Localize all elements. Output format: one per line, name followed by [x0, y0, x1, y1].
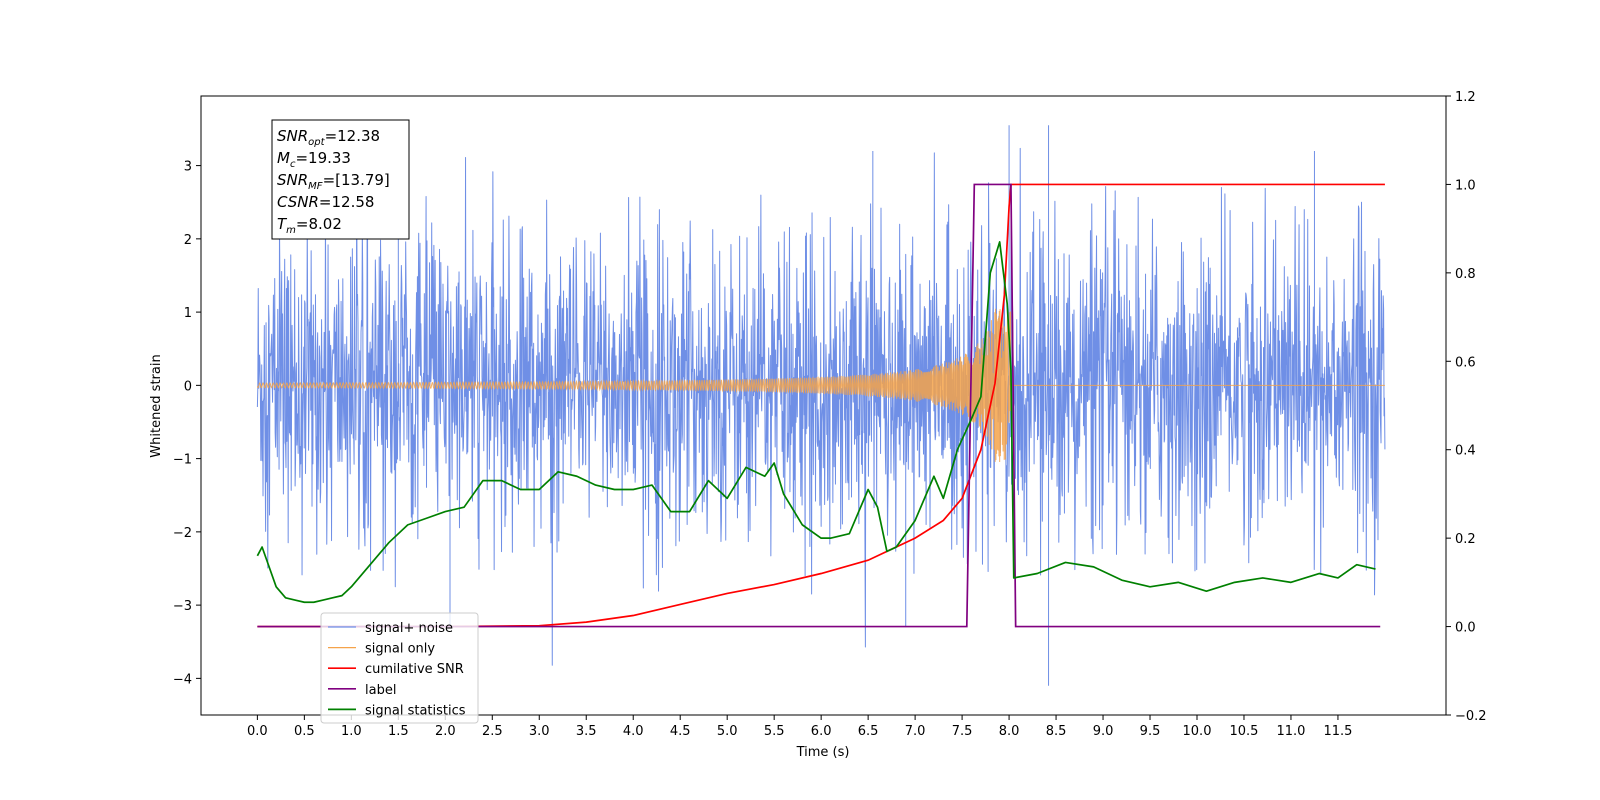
x-tick-label: 10.0 — [1183, 724, 1212, 739]
x-tick-label: 4.0 — [623, 724, 644, 739]
x-tick-label: 5.0 — [717, 724, 738, 739]
x-tick-label: 6.0 — [811, 724, 832, 739]
x-tick-label: 10.5 — [1230, 724, 1259, 739]
y2-tick-label: 0.6 — [1455, 355, 1476, 370]
y-tick-label: 2 — [184, 233, 192, 248]
stats-line: CSNR=12.58 — [277, 193, 374, 211]
x-axis-label: Time (s) — [796, 745, 850, 760]
y-tick-label: 1 — [184, 306, 192, 321]
y-axis-left: −4 −3 −2 −1 0 1 2 3 — [173, 160, 201, 687]
stats-line: SNRopt=12.38 — [277, 127, 380, 148]
series-cumulative-snr-line — [257, 183, 1385, 628]
legend: signal+ noise signal only cumilative SNR la… — [320, 612, 479, 724]
x-tick-label: 9.5 — [1140, 724, 1161, 739]
series-signal-only-line — [256, 308, 1385, 463]
y2-tick-label: 0.8 — [1455, 267, 1476, 282]
series-label-line — [257, 183, 1381, 628]
y-axis-label: Whitened strain — [149, 354, 164, 457]
x-tick-label: 11.0 — [1276, 724, 1305, 739]
x-tick-label: 6.5 — [858, 724, 879, 739]
x-tick-label: 7.0 — [905, 724, 926, 739]
legend-label: signal only — [365, 642, 435, 657]
plot-area — [256, 125, 1386, 686]
x-tick-label: 9.0 — [1093, 724, 1114, 739]
x-tick-label: 11.5 — [1323, 724, 1352, 739]
stats-box: SNRopt=12.38Mc=19.33SNRMF=[13.79]CSNR=12… — [271, 119, 410, 240]
stats-line: Mc=19.33 — [277, 149, 351, 170]
x-tick-label: 1.5 — [388, 724, 409, 739]
legend-label: signal+ noise — [365, 621, 453, 636]
x-tick-label: 3.5 — [576, 724, 597, 739]
y-tick-label: 0 — [184, 379, 192, 394]
y2-tick-label: 1.2 — [1455, 90, 1476, 105]
stats-line: SNRMF=[13.79] — [277, 171, 390, 192]
x-tick-label: 4.5 — [670, 724, 691, 739]
stats-box-frame — [271, 119, 410, 240]
y2-tick-label: 0.2 — [1455, 532, 1476, 547]
series-signal-statistics-line — [256, 241, 1376, 604]
x-tick-label: 8.0 — [999, 724, 1020, 739]
x-tick-label: 0.5 — [294, 724, 315, 739]
x-tick-label: 1.0 — [341, 724, 362, 739]
y2-tick-label: 1.0 — [1455, 178, 1476, 193]
y2-tick-label: 0.4 — [1455, 444, 1476, 459]
x-tick-label: 2.5 — [482, 724, 503, 739]
x-tick-label: 0.0 — [247, 724, 268, 739]
x-tick-label: 2.0 — [435, 724, 456, 739]
stats-line: Tm=8.02 — [277, 215, 342, 236]
y-tick-label: −2 — [173, 526, 192, 541]
legend-label: label — [365, 683, 396, 698]
x-axis: 0.0 0.5 1.0 1.5 2.0 2.5 3.0 3.5 4.0 4.5 5.0 5.5 6.0 6… — [247, 715, 1352, 739]
x-tick-label: 7.5 — [952, 724, 973, 739]
x-tick-label: 5.5 — [764, 724, 785, 739]
y-tick-label: −4 — [173, 672, 192, 687]
y2-tick-label: −0.2 — [1455, 709, 1487, 724]
series-signal-noise-line — [256, 125, 1386, 686]
x-tick-label: 3.0 — [529, 724, 550, 739]
y-tick-label: −1 — [173, 453, 192, 468]
y2-tick-label: 0.0 — [1455, 621, 1476, 636]
legend-label: signal statistics — [365, 703, 466, 718]
legend-frame — [320, 612, 479, 724]
y-tick-label: 3 — [184, 160, 192, 175]
legend-label: cumilative SNR — [365, 662, 464, 677]
y-tick-label: −3 — [173, 599, 192, 614]
x-tick-label: 8.5 — [1046, 724, 1067, 739]
axes-frame — [200, 95, 1447, 716]
y-axis-right: −0.2 0.0 0.2 0.4 0.6 0.8 1.0 1.2 — [1446, 90, 1487, 724]
